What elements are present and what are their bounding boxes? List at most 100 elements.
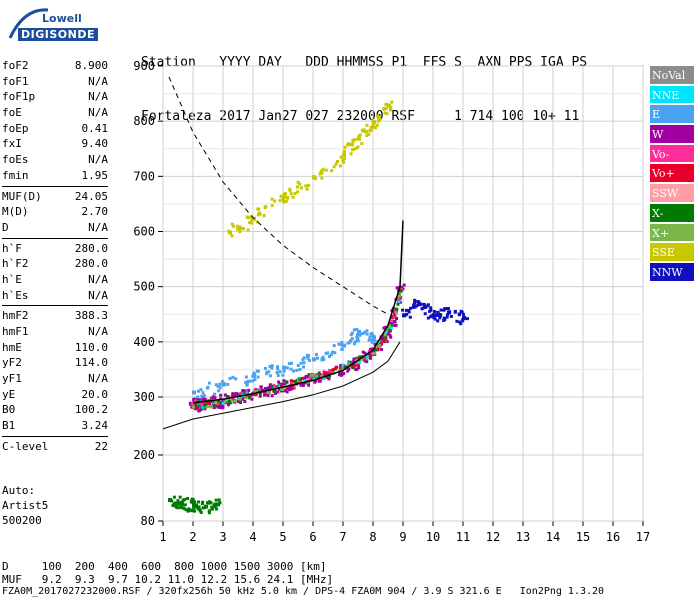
data-point <box>226 382 230 386</box>
data-point <box>351 138 355 142</box>
data-point <box>238 397 242 401</box>
data-point <box>321 355 325 359</box>
data-point <box>370 347 374 351</box>
data-point <box>348 143 352 147</box>
data-point <box>370 338 374 342</box>
data-point <box>202 394 206 398</box>
data-point <box>392 314 396 318</box>
data-point <box>273 391 277 395</box>
data-point <box>194 403 198 407</box>
data-point <box>282 379 286 383</box>
electron-density-profile <box>162 341 401 430</box>
data-point <box>282 200 286 204</box>
data-point <box>199 388 203 392</box>
data-point <box>352 364 356 368</box>
data-point <box>316 376 320 380</box>
data-point <box>374 126 378 130</box>
param-label: hmE <box>2 340 22 354</box>
data-point <box>223 400 227 404</box>
data-point <box>183 503 187 507</box>
data-point <box>193 407 197 411</box>
data-point <box>205 405 209 409</box>
data-point <box>299 361 303 365</box>
data-point <box>218 382 222 386</box>
data-point <box>349 152 353 156</box>
param-label: h`F2 <box>2 257 29 271</box>
data-point <box>380 347 384 351</box>
data-point <box>305 187 309 191</box>
data-point <box>207 509 211 513</box>
data-point <box>296 378 300 382</box>
data-point <box>382 339 386 343</box>
data-point <box>388 333 392 337</box>
data-point <box>365 355 369 359</box>
param-value: 0.41 <box>81 121 109 135</box>
data-point <box>250 397 254 401</box>
footer-d-line: D 100 200 400 600 800 1000 1500 3000 [km… <box>2 560 327 573</box>
data-point <box>395 286 399 290</box>
data-point <box>324 168 328 172</box>
data-point <box>378 117 382 121</box>
data-point <box>270 394 274 398</box>
param-value: 110.0 <box>74 340 108 354</box>
model-trace-curve <box>192 220 404 404</box>
data-point <box>190 402 194 406</box>
data-point <box>196 389 200 393</box>
data-point <box>386 327 390 331</box>
data-point <box>244 390 248 394</box>
data-point <box>314 352 318 356</box>
param-row: foF1 N/A <box>2 74 108 90</box>
data-point <box>433 317 437 321</box>
data-point <box>171 504 175 508</box>
data-point <box>298 182 302 186</box>
data-point <box>341 158 345 162</box>
data-point <box>424 305 428 309</box>
data-point <box>264 366 268 370</box>
data-point <box>350 148 354 152</box>
data-point <box>277 387 281 391</box>
data-point <box>212 404 216 408</box>
data-point <box>275 371 279 375</box>
x-tick-label: 15 <box>576 530 590 544</box>
data-point <box>219 393 223 397</box>
data-point <box>214 498 218 502</box>
legend-item: NNE <box>650 85 694 106</box>
data-point <box>206 404 210 408</box>
data-point <box>444 307 448 311</box>
data-point <box>365 329 369 333</box>
param-label: D <box>2 220 9 234</box>
data-point <box>367 338 371 342</box>
data-point <box>289 379 293 383</box>
data-point <box>191 508 195 512</box>
data-point <box>311 373 315 377</box>
data-point <box>227 403 231 407</box>
param-label: foF1 <box>2 74 29 88</box>
data-point <box>352 342 356 346</box>
data-point <box>384 107 388 111</box>
data-point <box>186 509 190 513</box>
data-point <box>216 400 220 404</box>
data-point <box>178 495 182 499</box>
data-point <box>244 381 248 385</box>
data-point <box>289 361 293 365</box>
data-point <box>405 312 409 316</box>
data-point <box>277 380 281 384</box>
data-point <box>282 365 286 370</box>
data-point <box>248 379 252 383</box>
data-point <box>409 306 413 310</box>
data-point <box>358 133 362 137</box>
data-point <box>453 309 457 313</box>
data-point <box>223 398 227 402</box>
data-point <box>432 316 436 320</box>
data-point <box>193 509 197 513</box>
data-point <box>393 313 397 317</box>
data-point <box>384 330 388 334</box>
data-point <box>329 353 333 357</box>
data-point <box>328 368 332 372</box>
data-point <box>419 302 423 306</box>
param-row: MUF(D) 24.05 <box>2 189 108 205</box>
legend-item: NNW <box>650 262 694 283</box>
data-point <box>278 199 282 203</box>
data-point <box>390 319 394 323</box>
